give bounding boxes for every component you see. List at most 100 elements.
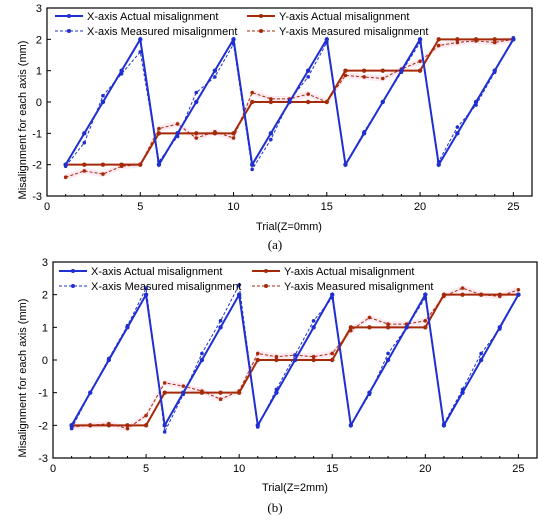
data-point <box>69 426 74 431</box>
data-point <box>162 430 167 434</box>
data-point <box>417 68 423 73</box>
data-point <box>69 423 74 428</box>
band-segment <box>233 89 253 142</box>
data-point <box>200 351 204 356</box>
band-segment <box>462 285 482 298</box>
data-point <box>250 90 254 95</box>
data-point <box>143 292 149 297</box>
data-point <box>479 351 483 356</box>
data-point <box>330 292 335 297</box>
data-point <box>497 325 502 330</box>
data-point <box>343 73 348 78</box>
legend: X-axis Actual misalignment Y-axis Actual … <box>59 266 433 293</box>
y-tick-label: 2 <box>36 34 42 46</box>
data-point <box>305 68 311 73</box>
data-point <box>157 126 161 131</box>
data-point <box>306 92 310 96</box>
data-point <box>293 353 297 357</box>
data-point <box>218 397 223 401</box>
data-point <box>343 68 348 73</box>
legend-label: X-axis Measured misalignment <box>91 281 241 293</box>
data-point <box>269 137 273 142</box>
data-point <box>181 384 186 388</box>
data-point <box>385 325 391 330</box>
band-segment <box>313 350 333 360</box>
data-point <box>250 167 254 172</box>
data-point <box>361 131 367 136</box>
data-point <box>324 37 330 42</box>
data-point <box>156 162 162 167</box>
band-segment <box>270 95 290 102</box>
data-point <box>460 292 465 297</box>
data-point <box>423 325 428 330</box>
y-tick-label: -2 <box>38 420 48 432</box>
data-point <box>306 75 310 79</box>
band-segment <box>369 314 389 328</box>
data-point <box>138 162 143 167</box>
legend-marker <box>264 284 268 288</box>
data-point <box>218 325 223 330</box>
data-point <box>311 325 316 330</box>
data-point <box>418 59 422 64</box>
data-point <box>274 390 279 395</box>
y-tick-label: 0 <box>42 355 48 367</box>
data-point <box>236 292 242 297</box>
x-tick-label: 10 <box>233 463 245 475</box>
legend-marker <box>71 284 75 288</box>
data-point <box>63 162 68 167</box>
data-point <box>441 292 447 297</box>
data-point <box>194 90 199 95</box>
data-point <box>194 136 199 140</box>
x-axis-label: Trial(Z=2mm) <box>262 482 328 494</box>
data-point <box>194 131 199 136</box>
data-point <box>367 390 372 395</box>
legend-marker <box>67 14 71 18</box>
data-point <box>380 99 385 105</box>
data-point <box>455 37 460 42</box>
data-point <box>125 325 130 330</box>
data-point <box>497 292 502 297</box>
y-tick-label: -1 <box>32 128 42 140</box>
data-point <box>324 99 330 105</box>
legend-marker <box>264 269 268 273</box>
data-point <box>478 357 484 363</box>
data-point <box>423 319 428 323</box>
data-point <box>311 354 316 359</box>
data-point <box>138 37 143 42</box>
x-tick-label: 0 <box>50 463 56 475</box>
data-point <box>82 131 87 136</box>
x-tick-label: 15 <box>321 201 333 213</box>
data-point <box>119 162 124 167</box>
data-point <box>455 131 460 136</box>
legend-label: Y-axis Measured misalignment <box>279 26 428 38</box>
data-point <box>473 37 479 42</box>
data-point <box>143 423 149 428</box>
x-tick-label: 10 <box>227 201 239 213</box>
data-point <box>274 354 279 359</box>
data-point <box>218 319 223 323</box>
legend-marker <box>259 14 263 18</box>
legend-label: Y-axis Measured misalignment <box>284 281 433 293</box>
data-point <box>492 37 497 42</box>
data-point <box>175 131 180 136</box>
data-point <box>212 131 218 136</box>
data-point <box>255 357 260 363</box>
chart-a: Misalignment for each axis (mm) Trial(Z=… <box>17 3 533 233</box>
data-point <box>455 125 460 129</box>
data-point <box>386 351 390 356</box>
data-point <box>380 76 385 81</box>
band-segment <box>84 167 103 178</box>
y-tick-label: 3 <box>42 257 48 269</box>
data-point <box>231 37 236 42</box>
x-tick-label: 0 <box>44 201 50 213</box>
band-segment <box>388 321 407 328</box>
data-point <box>162 381 167 385</box>
data-point <box>181 390 186 395</box>
legend-label: X-axis Actual misalignment <box>87 11 218 23</box>
data-point <box>175 122 180 126</box>
caption-a: (a) <box>267 237 283 252</box>
data-point <box>218 390 223 395</box>
data-point <box>516 292 521 297</box>
y-tick-label: -3 <box>32 191 42 203</box>
x-tick-label: 20 <box>419 463 431 475</box>
